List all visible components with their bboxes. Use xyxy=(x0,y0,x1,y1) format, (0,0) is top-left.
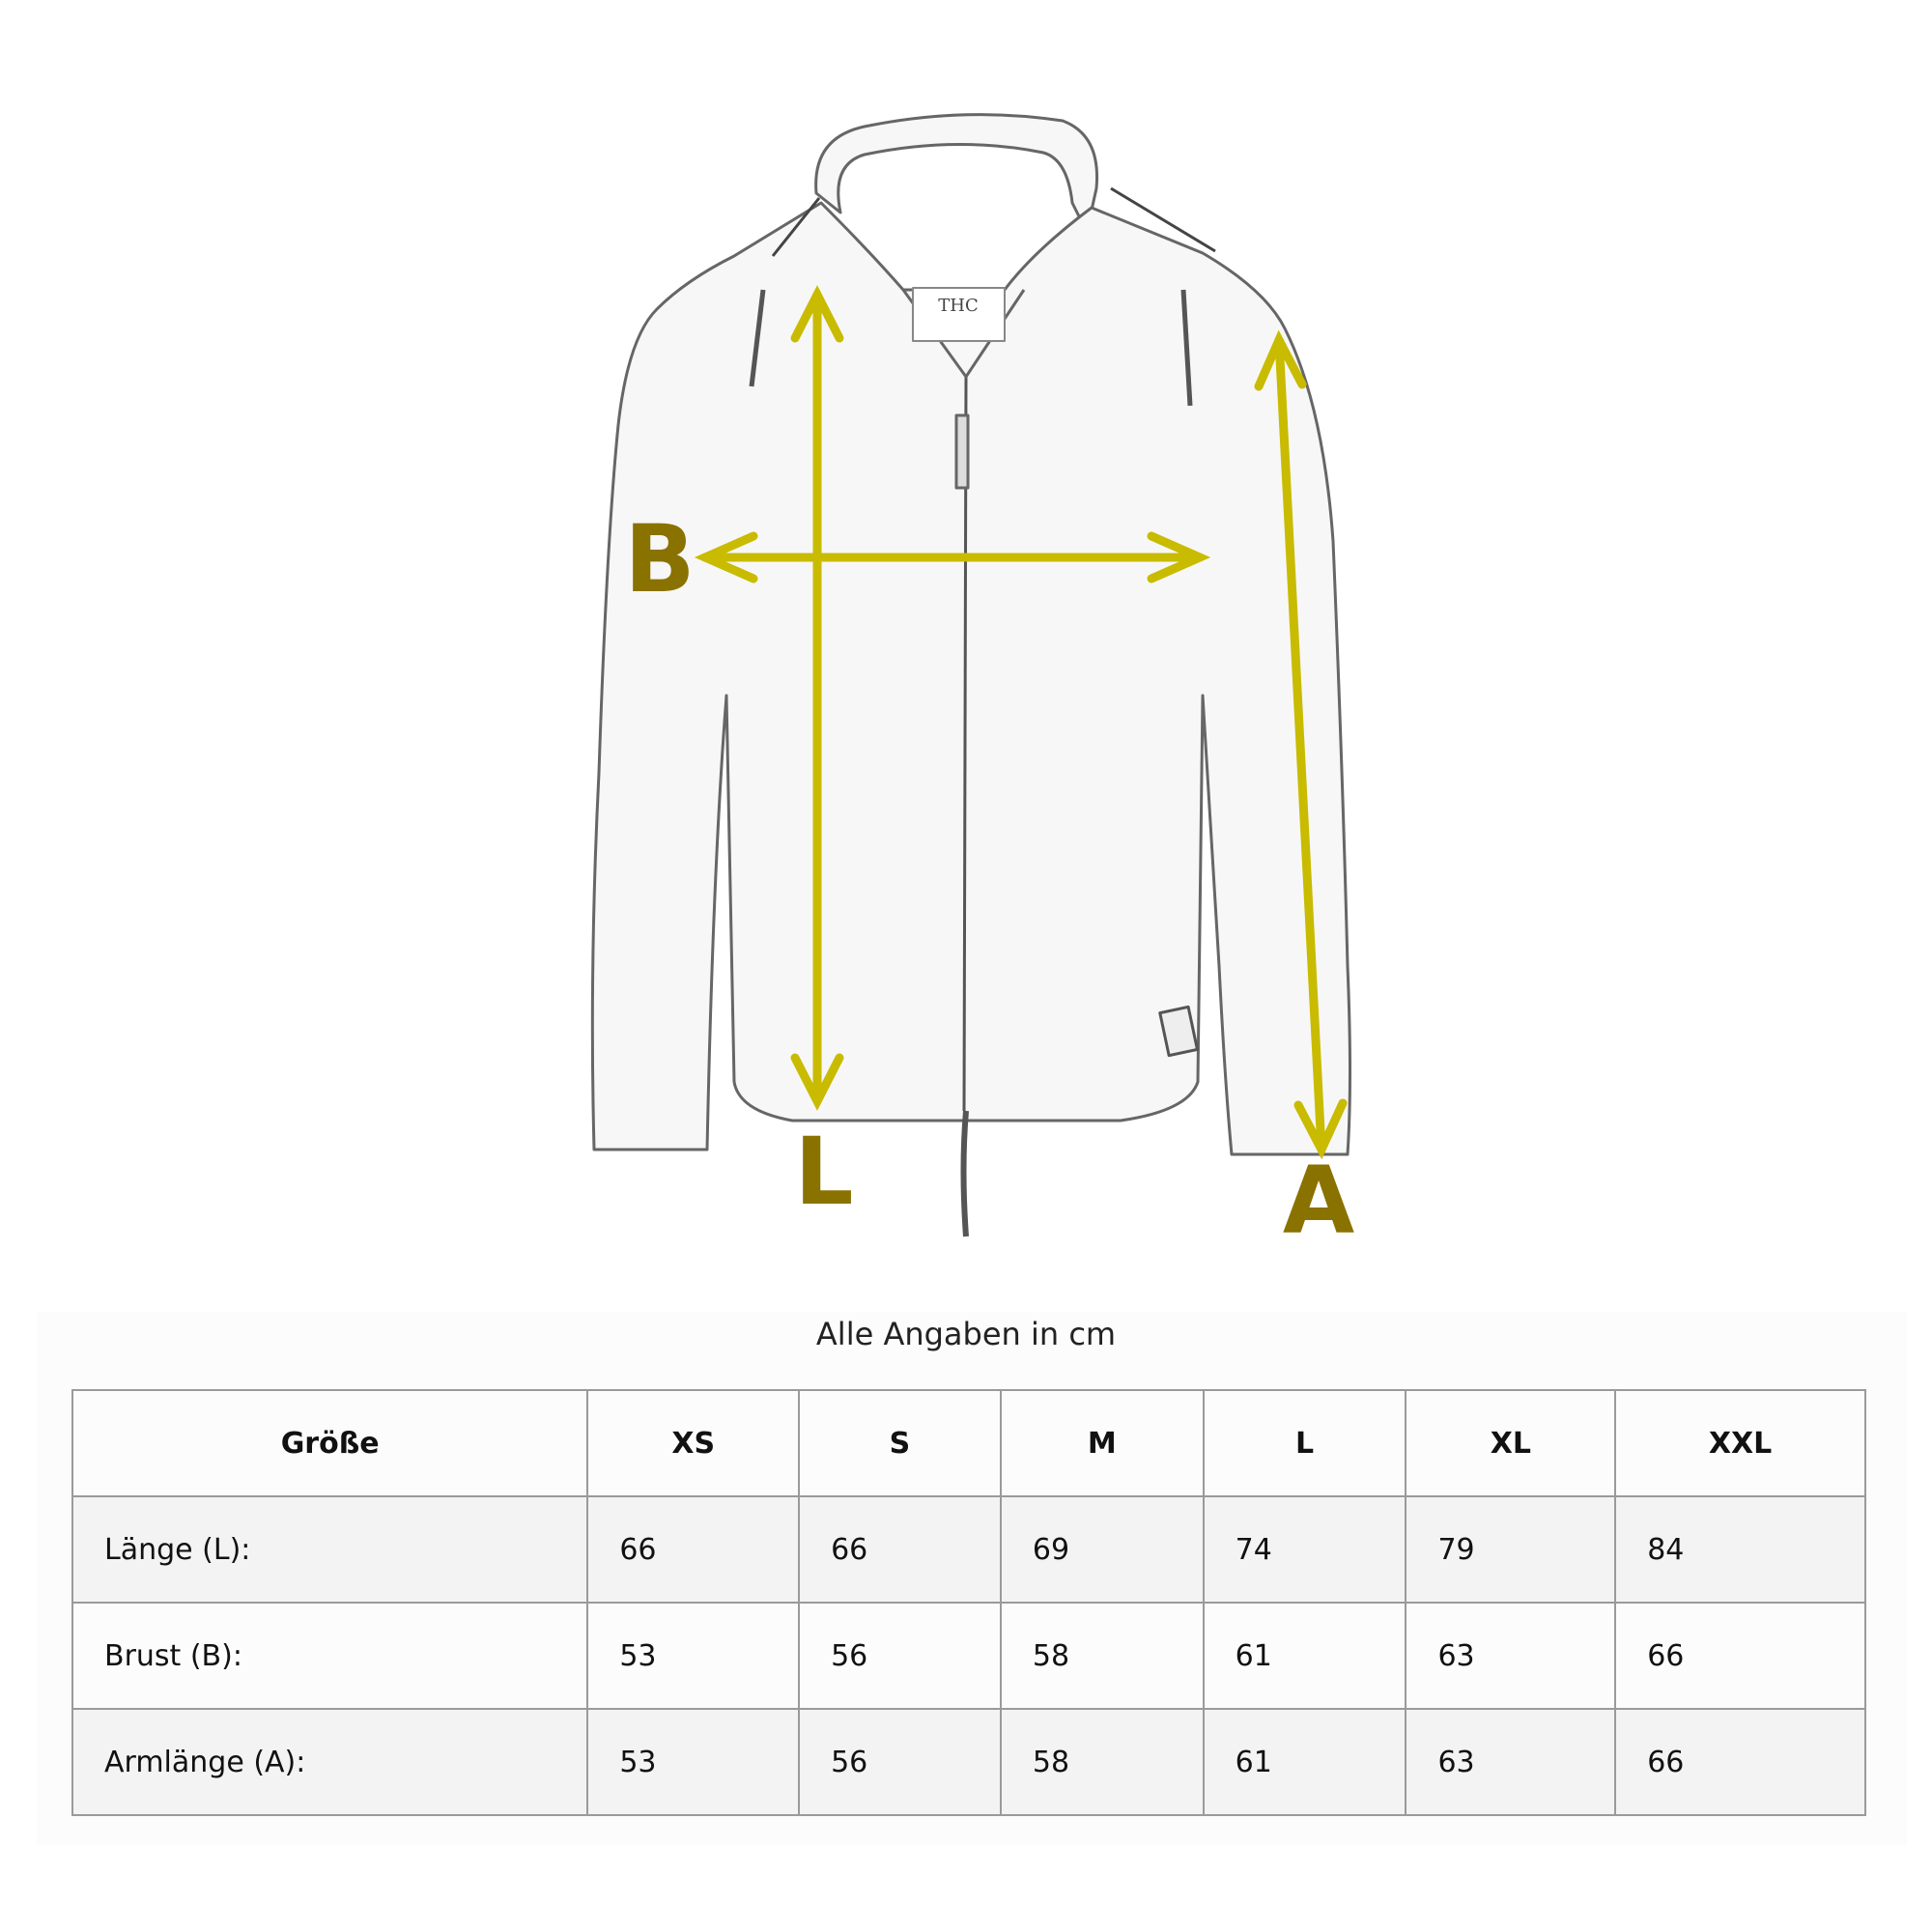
arm-arrow xyxy=(1274,335,1326,1154)
header-size: Größe xyxy=(71,1389,589,1497)
length-arrow-head-top xyxy=(790,285,844,343)
measurement-arrows xyxy=(694,285,1348,1160)
units-caption: Alle Angaben in cm xyxy=(815,1316,1117,1352)
table-cell: 56 xyxy=(798,1602,1002,1710)
size-table: Größe XS S M L XL XXL Länge (L): 66 66 6… xyxy=(71,1389,1866,1816)
table-cell: 66 xyxy=(798,1495,1002,1604)
arm-arrow-head-top xyxy=(1254,329,1307,391)
table-row: Brust (B): 53 56 58 61 63 66 xyxy=(71,1602,1866,1710)
table-cell: 66 xyxy=(1614,1602,1866,1710)
length-label: L xyxy=(794,1118,853,1226)
table-cell: 66 xyxy=(586,1495,801,1604)
table-cell: 69 xyxy=(999,1495,1205,1604)
header-xs: XS xyxy=(586,1389,801,1497)
arm-arrow-head-bottom xyxy=(1293,1098,1348,1160)
table-cell: 66 xyxy=(1614,1708,1866,1816)
header-xl: XL xyxy=(1405,1389,1617,1497)
row-label: Brust (B): xyxy=(71,1602,589,1710)
table-cell: 63 xyxy=(1405,1708,1617,1816)
header-m: M xyxy=(999,1389,1205,1497)
length-arrow-head-bottom xyxy=(790,1053,844,1111)
chest-label: B xyxy=(624,505,695,613)
row-label: Länge (L): xyxy=(71,1495,589,1604)
table-cell: 58 xyxy=(999,1708,1205,1816)
table-cell: 56 xyxy=(798,1708,1002,1816)
jacket-sketch xyxy=(590,113,1351,1237)
arm-label: A xyxy=(1283,1147,1354,1255)
chest-arrow-head-left xyxy=(694,531,758,583)
row-label: Armlänge (A): xyxy=(71,1708,589,1816)
tag-label: THC xyxy=(938,296,978,316)
jacket-size-illustration: THC B L A xyxy=(590,113,1354,1255)
table-cell: 79 xyxy=(1405,1495,1617,1604)
table-row: Länge (L): 66 66 69 74 79 84 xyxy=(71,1495,1866,1604)
chest-arrow-head-right xyxy=(1147,531,1211,583)
table-cell: 58 xyxy=(999,1602,1205,1710)
table-row: Armlänge (A): 53 56 58 61 63 66 xyxy=(71,1708,1866,1816)
header-l: L xyxy=(1202,1389,1407,1497)
table-cell: 53 xyxy=(586,1708,801,1816)
table-cell: 61 xyxy=(1202,1602,1407,1710)
table-cell: 84 xyxy=(1614,1495,1866,1604)
header-xxl: XXL xyxy=(1614,1389,1866,1497)
table-cell: 53 xyxy=(586,1602,801,1710)
header-s: S xyxy=(798,1389,1002,1497)
table-cell: 74 xyxy=(1202,1495,1407,1604)
table-cell: 63 xyxy=(1405,1602,1617,1710)
table-cell: 61 xyxy=(1202,1708,1407,1816)
table-header-row: Größe XS S M L XL XXL xyxy=(71,1389,1866,1497)
